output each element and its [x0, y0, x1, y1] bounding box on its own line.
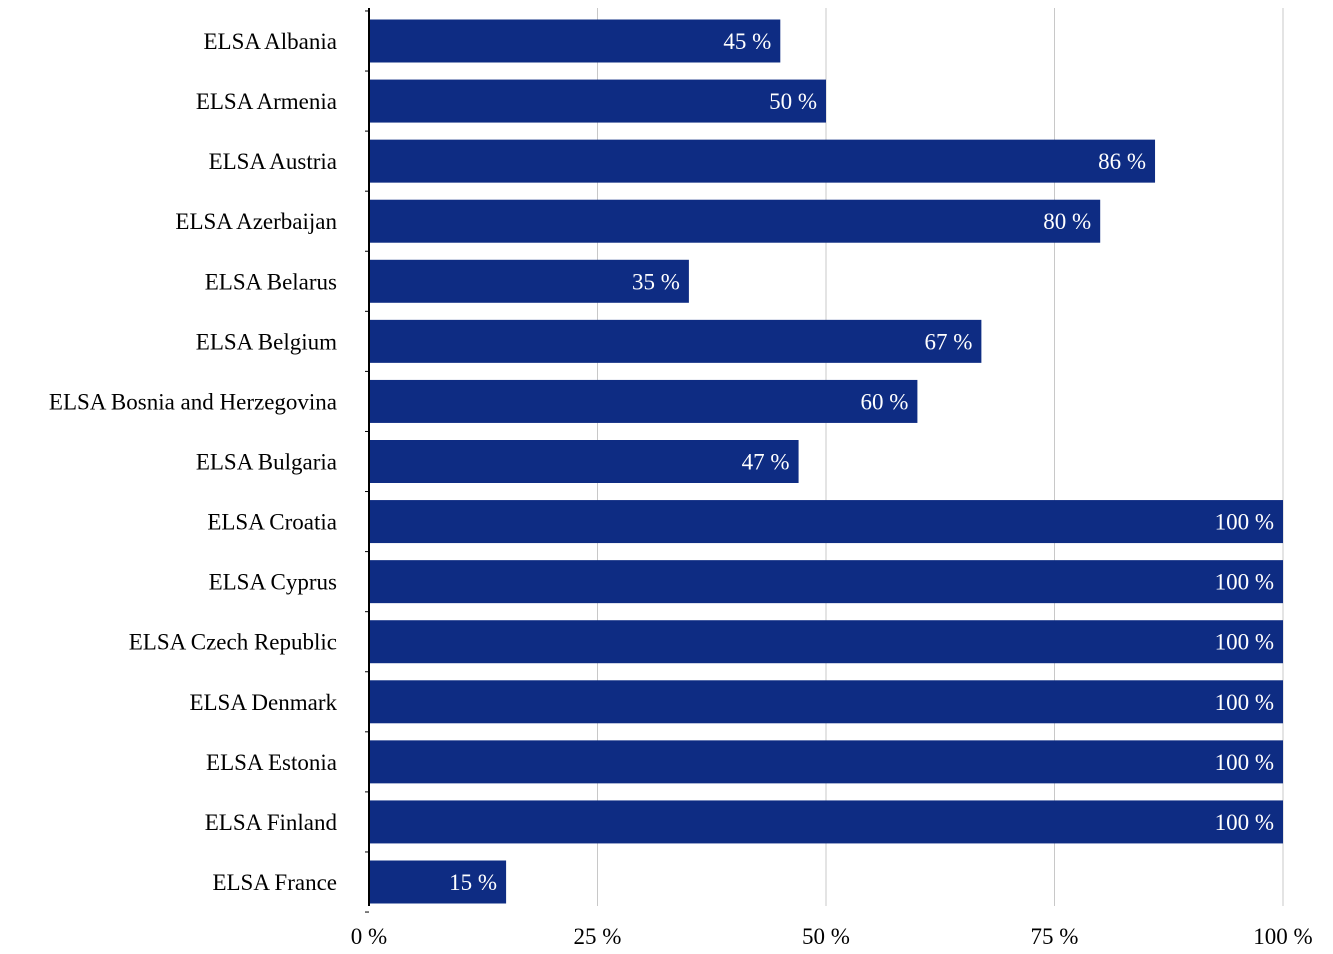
x-tick-labels: 0 % 25 % 50 % 75 % 100 % — [351, 924, 1313, 949]
bar-value-label: 100 % — [1215, 570, 1274, 595]
bars-layer: 45 % 50 % 86 % 80 % 35 % 67 % 60 % 47 % 100 % 100… — [369, 19, 1283, 904]
bar — [369, 79, 826, 123]
bar — [369, 379, 918, 423]
x-tick-label: 25 % — [574, 924, 622, 949]
category-label: ELSA France — [212, 870, 337, 895]
x-tick-label: 0 % — [351, 924, 387, 949]
axis-layer — [365, 8, 370, 913]
bar — [369, 800, 1283, 844]
category-label: ELSA Belgium — [196, 329, 337, 354]
bar — [369, 19, 781, 63]
bar-value-label: 60 % — [860, 389, 908, 414]
bar-value-label: 50 % — [769, 89, 817, 114]
bar — [369, 860, 507, 904]
bar — [369, 500, 1283, 544]
bar-value-label: 100 % — [1215, 690, 1274, 715]
bar-value-label: 100 % — [1215, 810, 1274, 835]
category-label: ELSA Bulgaria — [196, 450, 337, 475]
bar-value-label: 100 % — [1215, 750, 1274, 775]
bar-value-label: 100 % — [1215, 510, 1274, 535]
x-tick-label: 100 % — [1253, 924, 1312, 949]
category-label: ELSA Armenia — [196, 89, 337, 114]
bar-value-label: 67 % — [924, 329, 972, 354]
category-label: ELSA Denmark — [189, 690, 337, 715]
category-labels: ELSA Albania ELSA Armenia ELSA Austria ELSA… — [49, 29, 338, 895]
bar — [369, 560, 1283, 604]
x-tick-label: 50 % — [802, 924, 850, 949]
bar-value-label: 45 % — [723, 29, 771, 54]
category-label: ELSA Cyprus — [209, 570, 337, 595]
category-label: ELSA Croatia — [207, 510, 337, 535]
category-label: ELSA Czech Republic — [129, 630, 337, 655]
x-tick-label: 75 % — [1031, 924, 1079, 949]
bar — [369, 139, 1156, 183]
category-label: ELSA Finland — [205, 810, 338, 835]
category-label: ELSA Albania — [203, 29, 337, 54]
bar-value-label: 47 % — [742, 450, 790, 475]
bar-value-label: 100 % — [1215, 630, 1274, 655]
bar-value-label: 15 % — [449, 870, 497, 895]
category-label: ELSA Azerbaijan — [175, 209, 337, 234]
bar-value-label: 86 % — [1098, 149, 1146, 174]
category-label: ELSA Estonia — [206, 750, 337, 775]
bar — [369, 680, 1283, 724]
bar — [369, 740, 1283, 784]
bar — [369, 319, 982, 363]
bar — [369, 440, 799, 483]
category-label: ELSA Belarus — [205, 269, 337, 294]
category-label: ELSA Bosnia and Herzegovina — [49, 389, 337, 414]
bar-value-label: 35 % — [632, 269, 680, 294]
bar-value-label: 80 % — [1043, 209, 1091, 234]
bar — [369, 259, 689, 303]
category-label: ELSA Austria — [209, 149, 337, 174]
bar — [369, 199, 1101, 243]
bar — [369, 620, 1283, 664]
